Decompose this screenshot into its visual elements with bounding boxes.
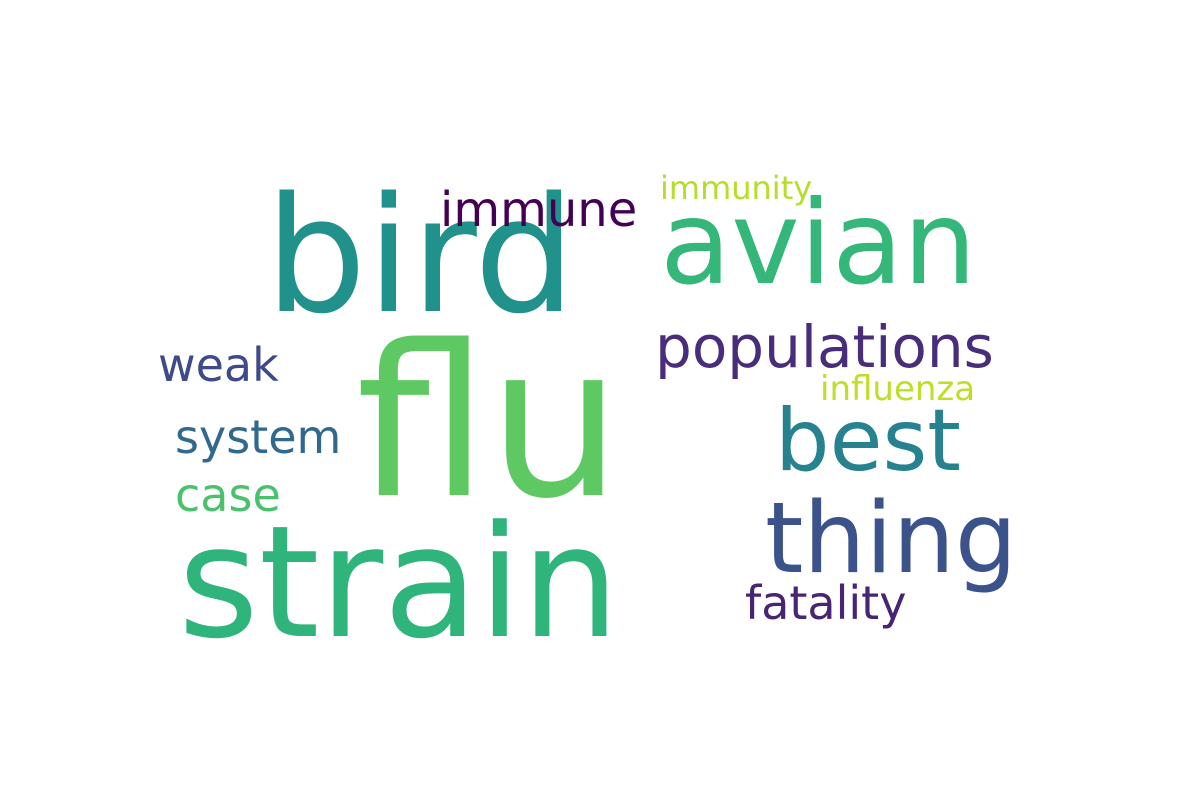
word-avian: avian — [660, 176, 977, 311]
word-bird: bird — [265, 162, 576, 349]
word-flu: flu — [356, 300, 622, 545]
word-case: case — [175, 468, 281, 522]
word-influenza: influenza — [820, 369, 976, 409]
word-thing: thing — [765, 482, 1018, 596]
word-best: best — [775, 391, 962, 491]
word-strain: strain — [178, 492, 620, 673]
word-fatality: fatality — [745, 576, 907, 630]
word-system: system — [175, 410, 342, 464]
word-immune: immune — [440, 182, 638, 238]
word-populations: populations — [655, 313, 994, 381]
word-weak: weak — [158, 338, 279, 392]
word-immunity: immunity — [660, 169, 813, 207]
